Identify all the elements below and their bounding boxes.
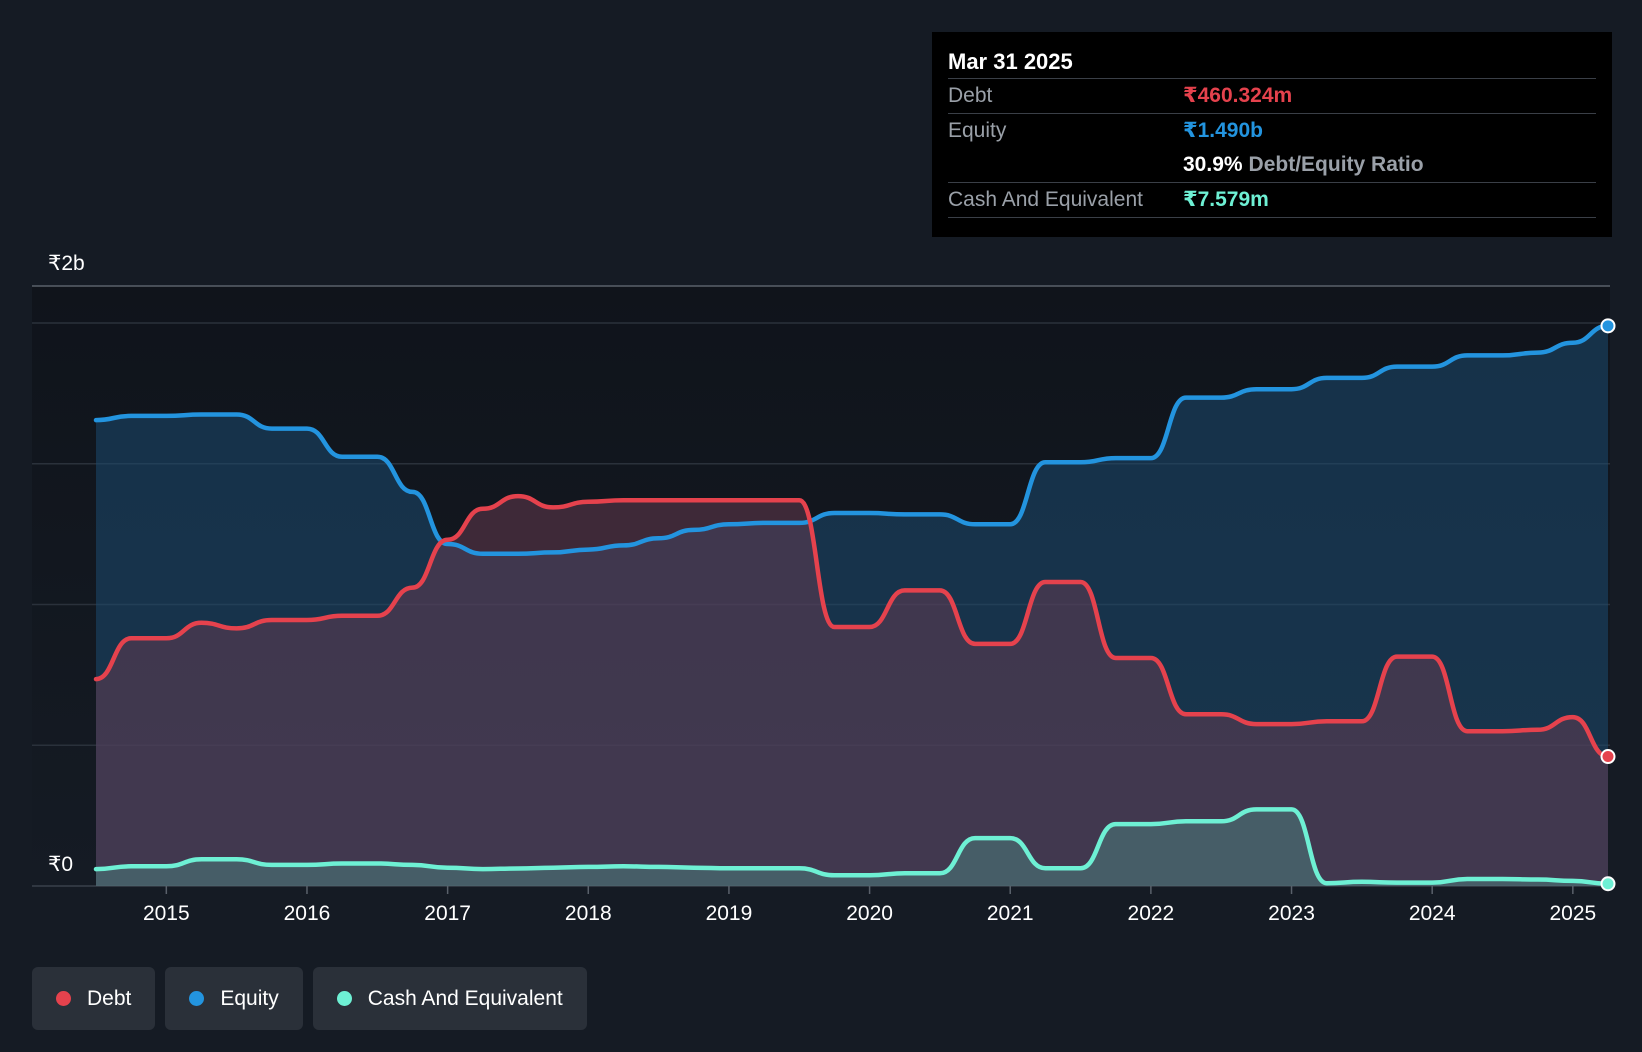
tooltip-cash-row: Cash And Equivalent ₹7.579m bbox=[948, 183, 1596, 218]
end-markers bbox=[1600, 318, 1616, 892]
x-tick-label: 2018 bbox=[565, 902, 612, 925]
x-tick-label: 2023 bbox=[1268, 902, 1315, 925]
area-debt bbox=[96, 496, 1608, 886]
line-cash bbox=[93, 807, 1611, 886]
cash-dot-icon bbox=[336, 991, 352, 1006]
x-tick-label: 2016 bbox=[284, 902, 331, 925]
series-lines bbox=[93, 323, 1611, 886]
x-tick-label: 2017 bbox=[424, 902, 471, 925]
y-label-zero: ₹0 bbox=[48, 853, 73, 876]
legend: Debt Equity Cash And Equivalent bbox=[32, 967, 587, 1030]
legend-item-equity[interactable]: Equity bbox=[165, 967, 303, 1030]
legend-item-cash[interactable]: Cash And Equivalent bbox=[312, 967, 587, 1030]
tooltip-debt-label: Debt bbox=[948, 84, 993, 107]
y-label-top: ₹2b bbox=[48, 252, 85, 275]
tooltip-equity-label: Equity bbox=[948, 119, 1007, 142]
tooltip-cash-label: Cash And Equivalent bbox=[948, 188, 1143, 211]
legend-label-debt: Debt bbox=[87, 986, 132, 1010]
x-axis-ticks: 2015 2016 2017 2018 2019 2020 2021 2022 2023 2024… bbox=[143, 886, 1596, 925]
legend-item-debt[interactable]: Debt bbox=[32, 967, 156, 1030]
tooltip-equity-value: ₹1.490b bbox=[1183, 119, 1263, 142]
tooltip-ratio-label: Debt/Equity Ratio bbox=[1248, 153, 1424, 176]
x-tick-label: 2015 bbox=[143, 902, 190, 925]
x-tick-label: 2024 bbox=[1409, 902, 1456, 925]
legend-label-equity: Equity bbox=[220, 986, 279, 1010]
tooltip-debt-row: Debt ₹460.324m bbox=[948, 79, 1596, 114]
tooltip-ratio-value: 30.9% bbox=[1183, 153, 1243, 176]
tooltip-panel: Mar 31 2025 Debt ₹460.324m Equity ₹1.490… bbox=[932, 32, 1612, 237]
end-marker-cash bbox=[1600, 876, 1616, 892]
x-tick-label: 2020 bbox=[846, 902, 893, 925]
tooltip-date: Mar 31 2025 bbox=[948, 46, 1596, 79]
end-marker-debt bbox=[1600, 749, 1616, 765]
y-axis-labels: ₹0 ₹2b bbox=[48, 252, 85, 876]
legend-label-cash: Cash And Equivalent bbox=[367, 986, 563, 1010]
area-cash bbox=[96, 809, 1608, 886]
tooltip-equity-row: Equity ₹1.490b bbox=[948, 114, 1596, 148]
tooltip-debt-value: ₹460.324m bbox=[1183, 84, 1293, 107]
debt-dot-icon bbox=[56, 991, 71, 1006]
series-areas bbox=[96, 325, 1608, 886]
x-tick-label: 2019 bbox=[706, 902, 753, 925]
tooltip-ratio-row: 30.9% Debt/Equity Ratio bbox=[948, 148, 1596, 183]
line-equity bbox=[93, 323, 1611, 557]
tooltip-cash-value: ₹7.579m bbox=[1183, 188, 1269, 211]
x-tick-label: 2021 bbox=[987, 902, 1034, 925]
x-tick-label: 2025 bbox=[1549, 902, 1596, 925]
line-debt bbox=[93, 493, 1611, 759]
end-marker-equity bbox=[1600, 318, 1616, 334]
equity-dot-icon bbox=[189, 991, 205, 1006]
x-tick-label: 2022 bbox=[1128, 902, 1175, 925]
